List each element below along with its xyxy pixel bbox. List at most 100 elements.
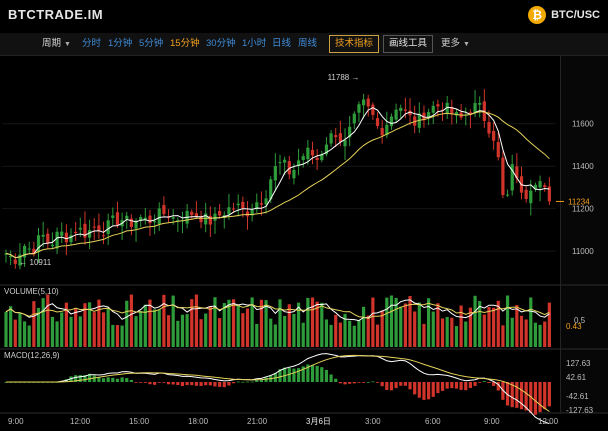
candle-body [324, 144, 329, 155]
volume-bar [134, 316, 138, 347]
price-chart[interactable]: 11000 11200 11400 11600 11234 11788 → ← 10911 V… [0, 56, 608, 431]
candle-body [547, 186, 551, 202]
macd-bar [204, 382, 208, 386]
candle-body [176, 220, 180, 222]
volume-bar [427, 298, 431, 347]
candle-body [296, 160, 301, 166]
macd-bar [241, 381, 245, 383]
candle-body [4, 253, 8, 255]
candle-body [529, 190, 533, 204]
volume-bar [482, 314, 486, 347]
candle-body [543, 185, 547, 188]
time-tick-label: 6:00 [425, 417, 441, 426]
candle-body [487, 121, 491, 134]
macd-bar [320, 367, 324, 382]
macd-bar [385, 382, 389, 390]
drawing-tools-button[interactable]: 画线工具 [383, 35, 434, 53]
volume-bar [208, 305, 212, 347]
volume-bar [352, 325, 356, 347]
candle-body [162, 205, 166, 215]
volume-bar [417, 302, 421, 347]
volume-bar [194, 294, 199, 347]
macd-bar [78, 375, 82, 382]
volume-bar [55, 321, 59, 347]
candle-body [343, 140, 347, 147]
interval-30min[interactable]: 30分钟 [206, 38, 236, 49]
time-tick-label: 15:00 [129, 417, 150, 426]
macd-bar [375, 382, 380, 383]
interval-1hour[interactable]: 1小时 [242, 38, 267, 49]
candle-body [171, 217, 175, 219]
macd-bar [250, 381, 254, 383]
macd-bar [329, 374, 333, 382]
macd-bar [427, 382, 431, 400]
macd-bar [69, 376, 73, 382]
volume-bar [27, 325, 31, 347]
macd-bar [306, 364, 310, 382]
brand-logo[interactable]: BTCTRADE.IM [8, 7, 104, 22]
candle-body [427, 112, 431, 118]
candle-body [129, 218, 133, 228]
volume-bar [524, 319, 528, 347]
candle-body [375, 118, 380, 126]
candle-body [310, 149, 315, 156]
candle-body [46, 233, 50, 243]
macd-bar [394, 382, 398, 389]
macd-bar [231, 382, 236, 384]
volume-bar [157, 309, 161, 347]
volume-bar [50, 316, 55, 347]
candlesticks [4, 89, 551, 270]
macd-bar [106, 377, 110, 382]
macd-bar [366, 381, 370, 383]
candle-body [125, 215, 129, 219]
candle-body [380, 128, 384, 136]
macd-bar [87, 373, 92, 382]
volume-bar [13, 319, 17, 347]
macd-bar [194, 382, 199, 386]
macd-bar [162, 382, 166, 383]
macd-bar [445, 382, 449, 389]
macd-bar [222, 382, 226, 388]
volume-bar [408, 296, 412, 347]
volume-bar [357, 320, 361, 347]
candle-body [450, 107, 454, 114]
interval-timeshare[interactable]: 分时 [82, 38, 102, 49]
period-dropdown[interactable]: 周期 ▼ [42, 33, 71, 55]
macd-bar [227, 382, 231, 386]
volume-bar [218, 318, 222, 347]
candle-body [148, 215, 152, 224]
volume-bar [529, 297, 533, 347]
more-dropdown[interactable]: 更多 ▼ [441, 33, 470, 55]
interval-15min[interactable]: 15分钟 [170, 38, 200, 49]
macd-bar [208, 382, 212, 386]
volume-bar [227, 299, 231, 347]
macd-tick-label: -127.63 [566, 406, 594, 415]
pair-selector[interactable]: ₿ BTC/USC [528, 5, 600, 25]
candle-body [64, 232, 68, 243]
volume-bar [436, 303, 440, 347]
macd-bar [115, 378, 120, 382]
interval-5min[interactable]: 5分钟 [139, 38, 164, 49]
candle-body [371, 104, 375, 115]
indicators-button[interactable]: 技术指标 [329, 35, 380, 53]
macd-bar [301, 366, 305, 382]
interval-daily[interactable]: 日线 [272, 38, 292, 49]
macd-bar [371, 381, 375, 383]
volume-bar [171, 295, 175, 347]
interval-weekly[interactable]: 周线 [298, 38, 318, 49]
candle-body [399, 107, 403, 112]
candle-body [292, 169, 296, 179]
volume-bar [464, 321, 468, 347]
interval-1min[interactable]: 1分钟 [108, 38, 133, 49]
macd-bar [176, 382, 180, 386]
candle-body [41, 234, 45, 237]
candle-body [74, 231, 78, 234]
volume-bar [190, 299, 194, 347]
candle-body [166, 217, 171, 219]
volume-bar [32, 301, 36, 347]
volume-bar [87, 302, 92, 347]
candle-body [492, 131, 496, 141]
volume-bar [64, 302, 68, 347]
volume-bar [41, 298, 45, 347]
volume-tick-label: 0.5 [574, 316, 586, 325]
